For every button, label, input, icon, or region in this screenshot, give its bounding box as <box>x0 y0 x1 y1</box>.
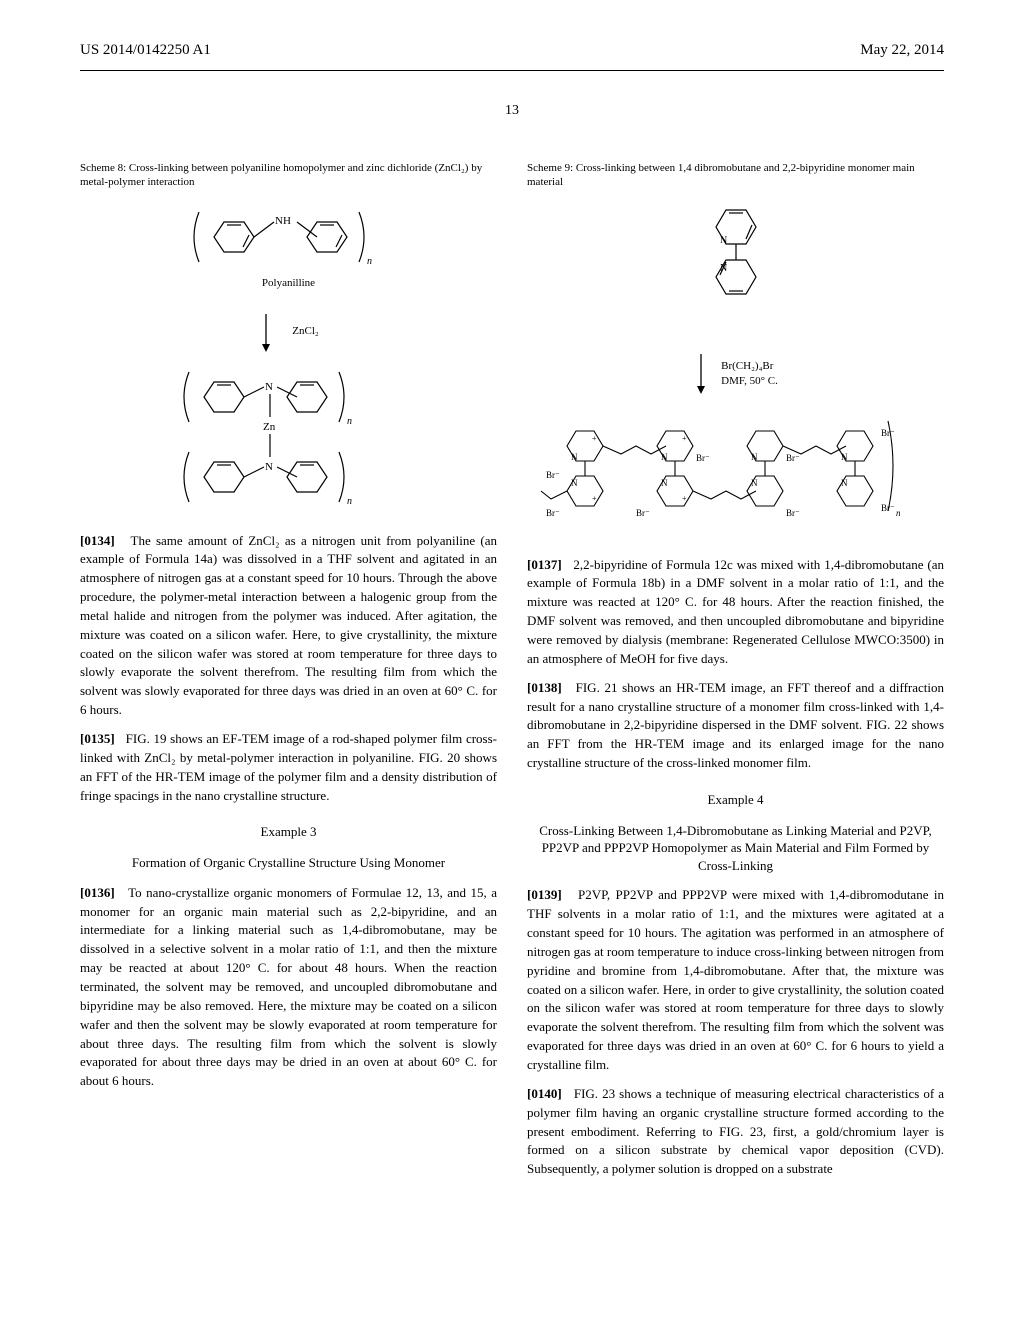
svg-text:Br⁻: Br⁻ <box>696 453 710 463</box>
para-num-0136: [0136] <box>80 885 115 900</box>
example4-title: Cross-Linking Between 1,4-Dibromobutane … <box>527 822 944 875</box>
example4-heading: Example 4 <box>527 791 944 810</box>
svg-text:N: N <box>841 452 848 462</box>
svg-text:Br⁻: Br⁻ <box>881 428 895 438</box>
svg-text:NH: NH <box>275 215 291 227</box>
arrow-label-zncl2: ZnCl₂ <box>292 324 318 340</box>
page-number: 13 <box>80 101 944 121</box>
publication-date: May 22, 2014 <box>860 40 944 62</box>
paragraph-0140: [0140] FIG. 23 shows a technique of meas… <box>527 1085 944 1179</box>
svg-text:N: N <box>751 478 758 488</box>
svg-text:Br⁻: Br⁻ <box>546 470 560 480</box>
svg-text:N: N <box>265 381 273 393</box>
two-column-layout: Scheme 8: Cross-linking between polyanil… <box>80 161 944 1189</box>
down-arrow-icon <box>693 352 709 396</box>
scheme8-structure-top: NH n Polyanilline <box>80 202 497 292</box>
svg-text:Br⁻: Br⁻ <box>786 453 800 463</box>
paragraph-0135: [0135] FIG. 19 shows an EF-TEM image of … <box>80 730 497 805</box>
paragraph-0138: [0138] FIG. 21 shows an HR-TEM image, an… <box>527 679 944 773</box>
para-text-0134: The same amount of ZnCl₂ as a nitrogen u… <box>80 533 497 718</box>
paragraph-0137: [0137] 2,2-bipyridine of Formula 12c was… <box>527 556 944 669</box>
para-text-0136: To nano-crystallize organic monomers of … <box>80 885 497 1088</box>
svg-text:Br⁻: Br⁻ <box>786 508 800 518</box>
svg-text:Br⁻: Br⁻ <box>546 508 560 518</box>
paragraph-0134: [0134] The same amount of ZnCl₂ as a nit… <box>80 532 497 720</box>
svg-text:N: N <box>720 235 727 246</box>
para-num-0135: [0135] <box>80 731 115 746</box>
svg-text:N: N <box>661 478 668 488</box>
example3-heading: Example 3 <box>80 823 497 842</box>
para-num-0138: [0138] <box>527 680 562 695</box>
para-num-0137: [0137] <box>527 557 562 572</box>
down-arrow-icon <box>258 312 274 352</box>
para-text-0138: FIG. 21 shows an HR-TEM image, an FFT th… <box>527 680 944 770</box>
svg-text:N: N <box>841 478 848 488</box>
scheme8-caption: Scheme 8: Cross-linking between polyanil… <box>80 161 497 190</box>
scheme8-arrow: ZnCl₂ <box>80 312 497 352</box>
svg-text:Zn: Zn <box>263 421 276 433</box>
paragraph-0139: [0139] P2VP, PP2VP and PPP2VP were mixed… <box>527 886 944 1074</box>
scheme9-arrow: Br(CH₂)₄Br DMF, 50° C. <box>527 352 944 396</box>
para-text-0135: FIG. 19 shows an EF-TEM image of a rod-s… <box>80 731 497 803</box>
scheme9-solvent-temp: DMF, 50° C. <box>721 374 778 388</box>
example3-title: Formation of Organic Crystalline Structu… <box>80 854 497 872</box>
para-num-0139: [0139] <box>527 887 562 902</box>
scheme9-reagent: Br(CH₂)₄Br <box>721 359 778 373</box>
svg-text:+: + <box>682 434 687 443</box>
para-text-0137: 2,2-bipyridine of Formula 12c was mixed … <box>527 557 944 666</box>
paragraph-0136: [0136] To nano-crystallize organic monom… <box>80 884 497 1091</box>
svg-text:+: + <box>682 494 687 503</box>
scheme9-caption: Scheme 9: Cross-linking between 1,4 dibr… <box>527 161 944 190</box>
svg-text:N: N <box>751 452 758 462</box>
polyaniline-label: Polyanilline <box>80 276 497 292</box>
para-num-0140: [0140] <box>527 1086 562 1101</box>
svg-text:n: n <box>347 416 352 427</box>
scheme9-bipyridine: N N <box>527 202 944 332</box>
svg-text:n: n <box>367 256 372 267</box>
scheme9-conditions: Br(CH₂)₄Br DMF, 50° C. <box>721 359 778 388</box>
svg-text:N: N <box>571 478 578 488</box>
para-num-0134: [0134] <box>80 533 115 548</box>
scheme9-product: N + N + Br⁻ Br⁻ N + N <box>527 406 944 536</box>
svg-text:Br⁻: Br⁻ <box>881 503 895 513</box>
svg-text:+: + <box>592 494 597 503</box>
header-divider <box>80 70 944 71</box>
scheme8-structure-bottom: N n Zn N <box>80 362 497 512</box>
svg-text:N: N <box>661 452 668 462</box>
patent-number: US 2014/0142250 A1 <box>80 40 211 62</box>
para-text-0139: P2VP, PP2VP and PPP2VP were mixed with 1… <box>527 887 944 1072</box>
svg-text:+: + <box>592 434 597 443</box>
svg-text:n: n <box>896 508 901 518</box>
svg-text:Br⁻: Br⁻ <box>636 508 650 518</box>
svg-text:N: N <box>265 461 273 473</box>
right-column: Scheme 9: Cross-linking between 1,4 dibr… <box>527 161 944 1189</box>
para-text-0140: FIG. 23 shows a technique of measuring e… <box>527 1086 944 1176</box>
svg-text:n: n <box>347 496 352 507</box>
left-column: Scheme 8: Cross-linking between polyanil… <box>80 161 497 1189</box>
page-header: US 2014/0142250 A1 May 22, 2014 <box>80 40 944 62</box>
svg-text:N: N <box>571 452 578 462</box>
